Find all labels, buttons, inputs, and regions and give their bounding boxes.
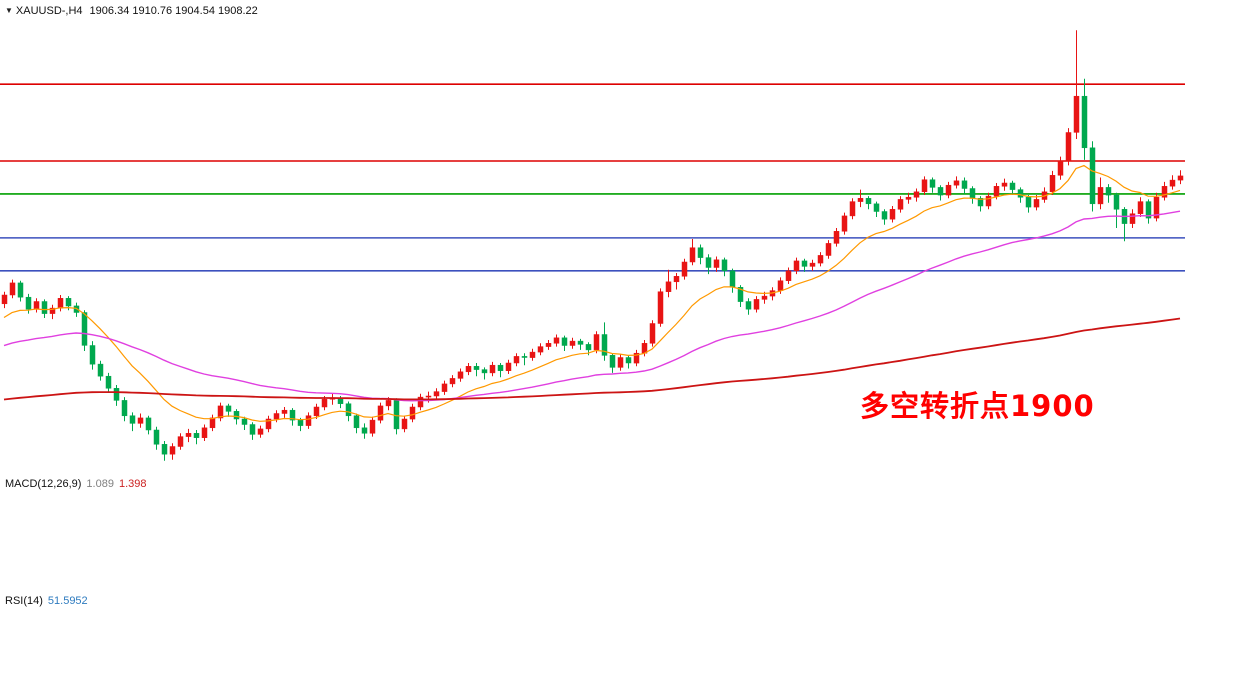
rsi-indicator-label: RSI(14) 51.5952 <box>5 595 88 607</box>
macd-name: MACD(12,26,9) <box>5 478 82 490</box>
level-lines-layer[interactable] <box>0 83 1185 272</box>
macd-signal-value: 1.398 <box>118 478 147 490</box>
symbol-ohlc-values: 1906.34 1910.76 1904.54 1908.22 <box>89 5 258 17</box>
rsi-name: RSI(14) <box>5 595 43 607</box>
rsi-value: 51.5952 <box>47 595 88 607</box>
ma-line-50 <box>3 210 1181 402</box>
ma-line-250 <box>3 317 1181 401</box>
symbol-title: XAUUSD-,H4 <box>15 5 83 17</box>
ma-line-13 <box>3 164 1181 422</box>
chart-text-annotation[interactable]: 多空转折点1900 <box>860 389 1095 423</box>
macd-indicator-label: MACD(12,26,9) 1.089 1.398 <box>5 478 146 490</box>
symbol-dropdown-icon[interactable]: ▼ <box>5 6 13 15</box>
macd-main-value: 1.089 <box>86 478 114 490</box>
symbol-info-bar: ▼ XAUUSD-,H4 1906.34 1910.76 1904.54 1908.… <box>5 5 258 17</box>
